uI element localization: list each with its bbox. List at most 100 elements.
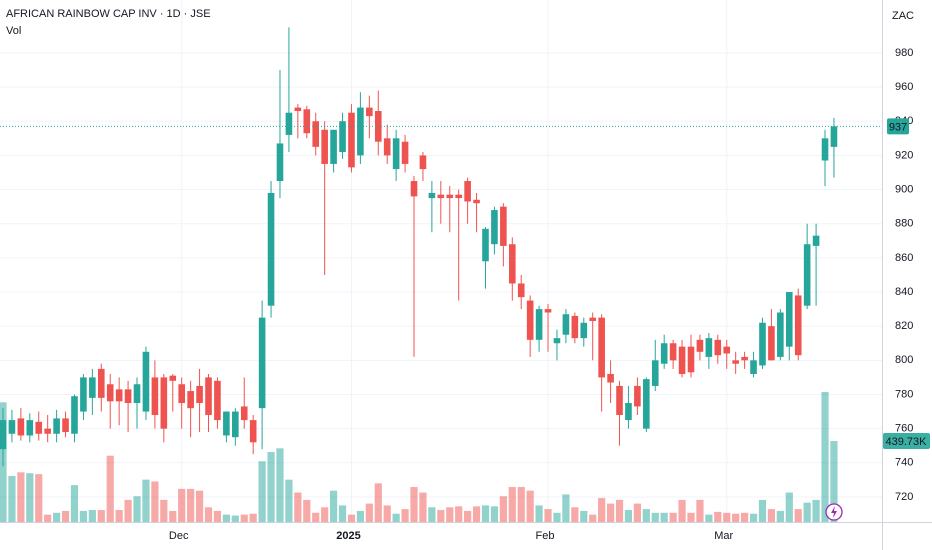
volume-bar bbox=[508, 487, 516, 522]
candle-body bbox=[607, 373, 614, 383]
volume-bar bbox=[70, 485, 79, 522]
y-tick-label: 740 bbox=[895, 457, 913, 469]
candle-body bbox=[53, 418, 60, 434]
volume-bar bbox=[8, 475, 16, 522]
candle-body bbox=[97, 368, 105, 398]
volume-bar bbox=[794, 509, 802, 522]
candle-body bbox=[285, 112, 293, 135]
volume-bar bbox=[312, 512, 320, 522]
lightning-icon[interactable] bbox=[825, 503, 843, 521]
candle-body bbox=[0, 420, 7, 450]
candle-body bbox=[196, 385, 203, 404]
y-tick-label: 880 bbox=[895, 218, 913, 230]
candle-body bbox=[169, 375, 177, 381]
volume-bar bbox=[258, 461, 266, 522]
volume-bar bbox=[365, 503, 373, 522]
volume-bar bbox=[401, 509, 409, 522]
volume-bar bbox=[544, 509, 552, 522]
volume-bar bbox=[472, 506, 481, 522]
volume-bar bbox=[249, 513, 257, 522]
axis-layer: 7207407607808008208408608809009209409609… bbox=[0, 47, 930, 542]
y-tick-label: 800 bbox=[895, 354, 913, 366]
candle-body bbox=[106, 384, 114, 402]
volume-bar bbox=[124, 499, 132, 522]
volume-bar bbox=[749, 513, 758, 522]
candle-body bbox=[71, 396, 78, 434]
candle-body bbox=[643, 379, 650, 429]
y-tick-label: 820 bbox=[895, 320, 913, 332]
candle-body bbox=[160, 377, 168, 429]
volume-bar bbox=[195, 490, 204, 522]
candle-body bbox=[625, 403, 632, 421]
y-tick-label: 780 bbox=[895, 388, 913, 400]
volume-bar bbox=[392, 513, 400, 522]
candle-body bbox=[240, 406, 248, 421]
volume-bar bbox=[821, 392, 829, 522]
volume-bar bbox=[705, 514, 713, 522]
volume-bar bbox=[606, 503, 615, 522]
candle-body bbox=[508, 244, 516, 284]
candle-body bbox=[785, 292, 793, 347]
candle-body bbox=[750, 360, 757, 374]
volume-bar bbox=[321, 507, 329, 522]
volume-bar bbox=[589, 514, 597, 522]
candle-body bbox=[455, 194, 462, 199]
x-tick-label: Mar bbox=[714, 530, 733, 542]
candle-body bbox=[651, 360, 659, 386]
volume-bar bbox=[598, 498, 606, 522]
grid bbox=[0, 0, 882, 520]
volume-bar bbox=[562, 494, 570, 522]
candle-body bbox=[741, 356, 748, 361]
y-tick-label: 920 bbox=[895, 149, 913, 161]
y-tick-label: 860 bbox=[895, 252, 913, 264]
candle-body bbox=[44, 428, 51, 434]
volume-bar bbox=[169, 510, 177, 522]
volume-bar bbox=[785, 492, 793, 522]
volume-bar bbox=[338, 505, 347, 522]
volume-bar bbox=[624, 510, 633, 522]
volume-bar bbox=[651, 512, 659, 522]
volume-bar bbox=[803, 502, 811, 522]
last-price-label: 937 bbox=[889, 121, 907, 133]
candle-body bbox=[687, 346, 695, 373]
candle-body bbox=[598, 317, 605, 378]
y-tick-label: 760 bbox=[895, 423, 913, 435]
volume-bar bbox=[106, 455, 114, 522]
candle-body bbox=[223, 411, 230, 436]
volume-bar bbox=[276, 448, 284, 522]
volume-bar bbox=[696, 499, 704, 522]
candle-body bbox=[321, 129, 328, 164]
candle-body bbox=[26, 420, 34, 436]
volume-bar bbox=[187, 488, 195, 522]
volume-bar bbox=[115, 510, 123, 522]
candle-body bbox=[535, 309, 543, 340]
last-price-badge bbox=[887, 118, 909, 135]
candle-body bbox=[723, 346, 731, 354]
candle-body bbox=[232, 411, 239, 438]
candle-layer bbox=[0, 27, 838, 467]
volume-bar bbox=[383, 505, 391, 522]
volume-bar bbox=[526, 490, 534, 522]
candle-body bbox=[312, 121, 320, 147]
candle-body bbox=[133, 384, 141, 404]
candle-body bbox=[830, 126, 838, 147]
candle-body bbox=[17, 418, 25, 436]
candle-body bbox=[410, 181, 418, 197]
candle-body bbox=[267, 192, 275, 306]
candle-body bbox=[89, 377, 96, 398]
volume-bar bbox=[26, 473, 34, 522]
volume-bar bbox=[776, 510, 784, 522]
volume-bar bbox=[669, 512, 677, 522]
volume-bar bbox=[419, 492, 427, 522]
candle-body bbox=[821, 138, 829, 161]
volume-bar bbox=[723, 512, 731, 522]
volume-bar bbox=[231, 515, 239, 522]
candle-body bbox=[339, 121, 346, 152]
candle-body bbox=[553, 338, 561, 344]
candle-body bbox=[249, 420, 257, 443]
candle-body bbox=[115, 389, 123, 402]
candle-body bbox=[714, 339, 722, 356]
candle-body bbox=[205, 377, 212, 415]
candle-body bbox=[294, 107, 302, 112]
volume-bar bbox=[732, 513, 740, 522]
